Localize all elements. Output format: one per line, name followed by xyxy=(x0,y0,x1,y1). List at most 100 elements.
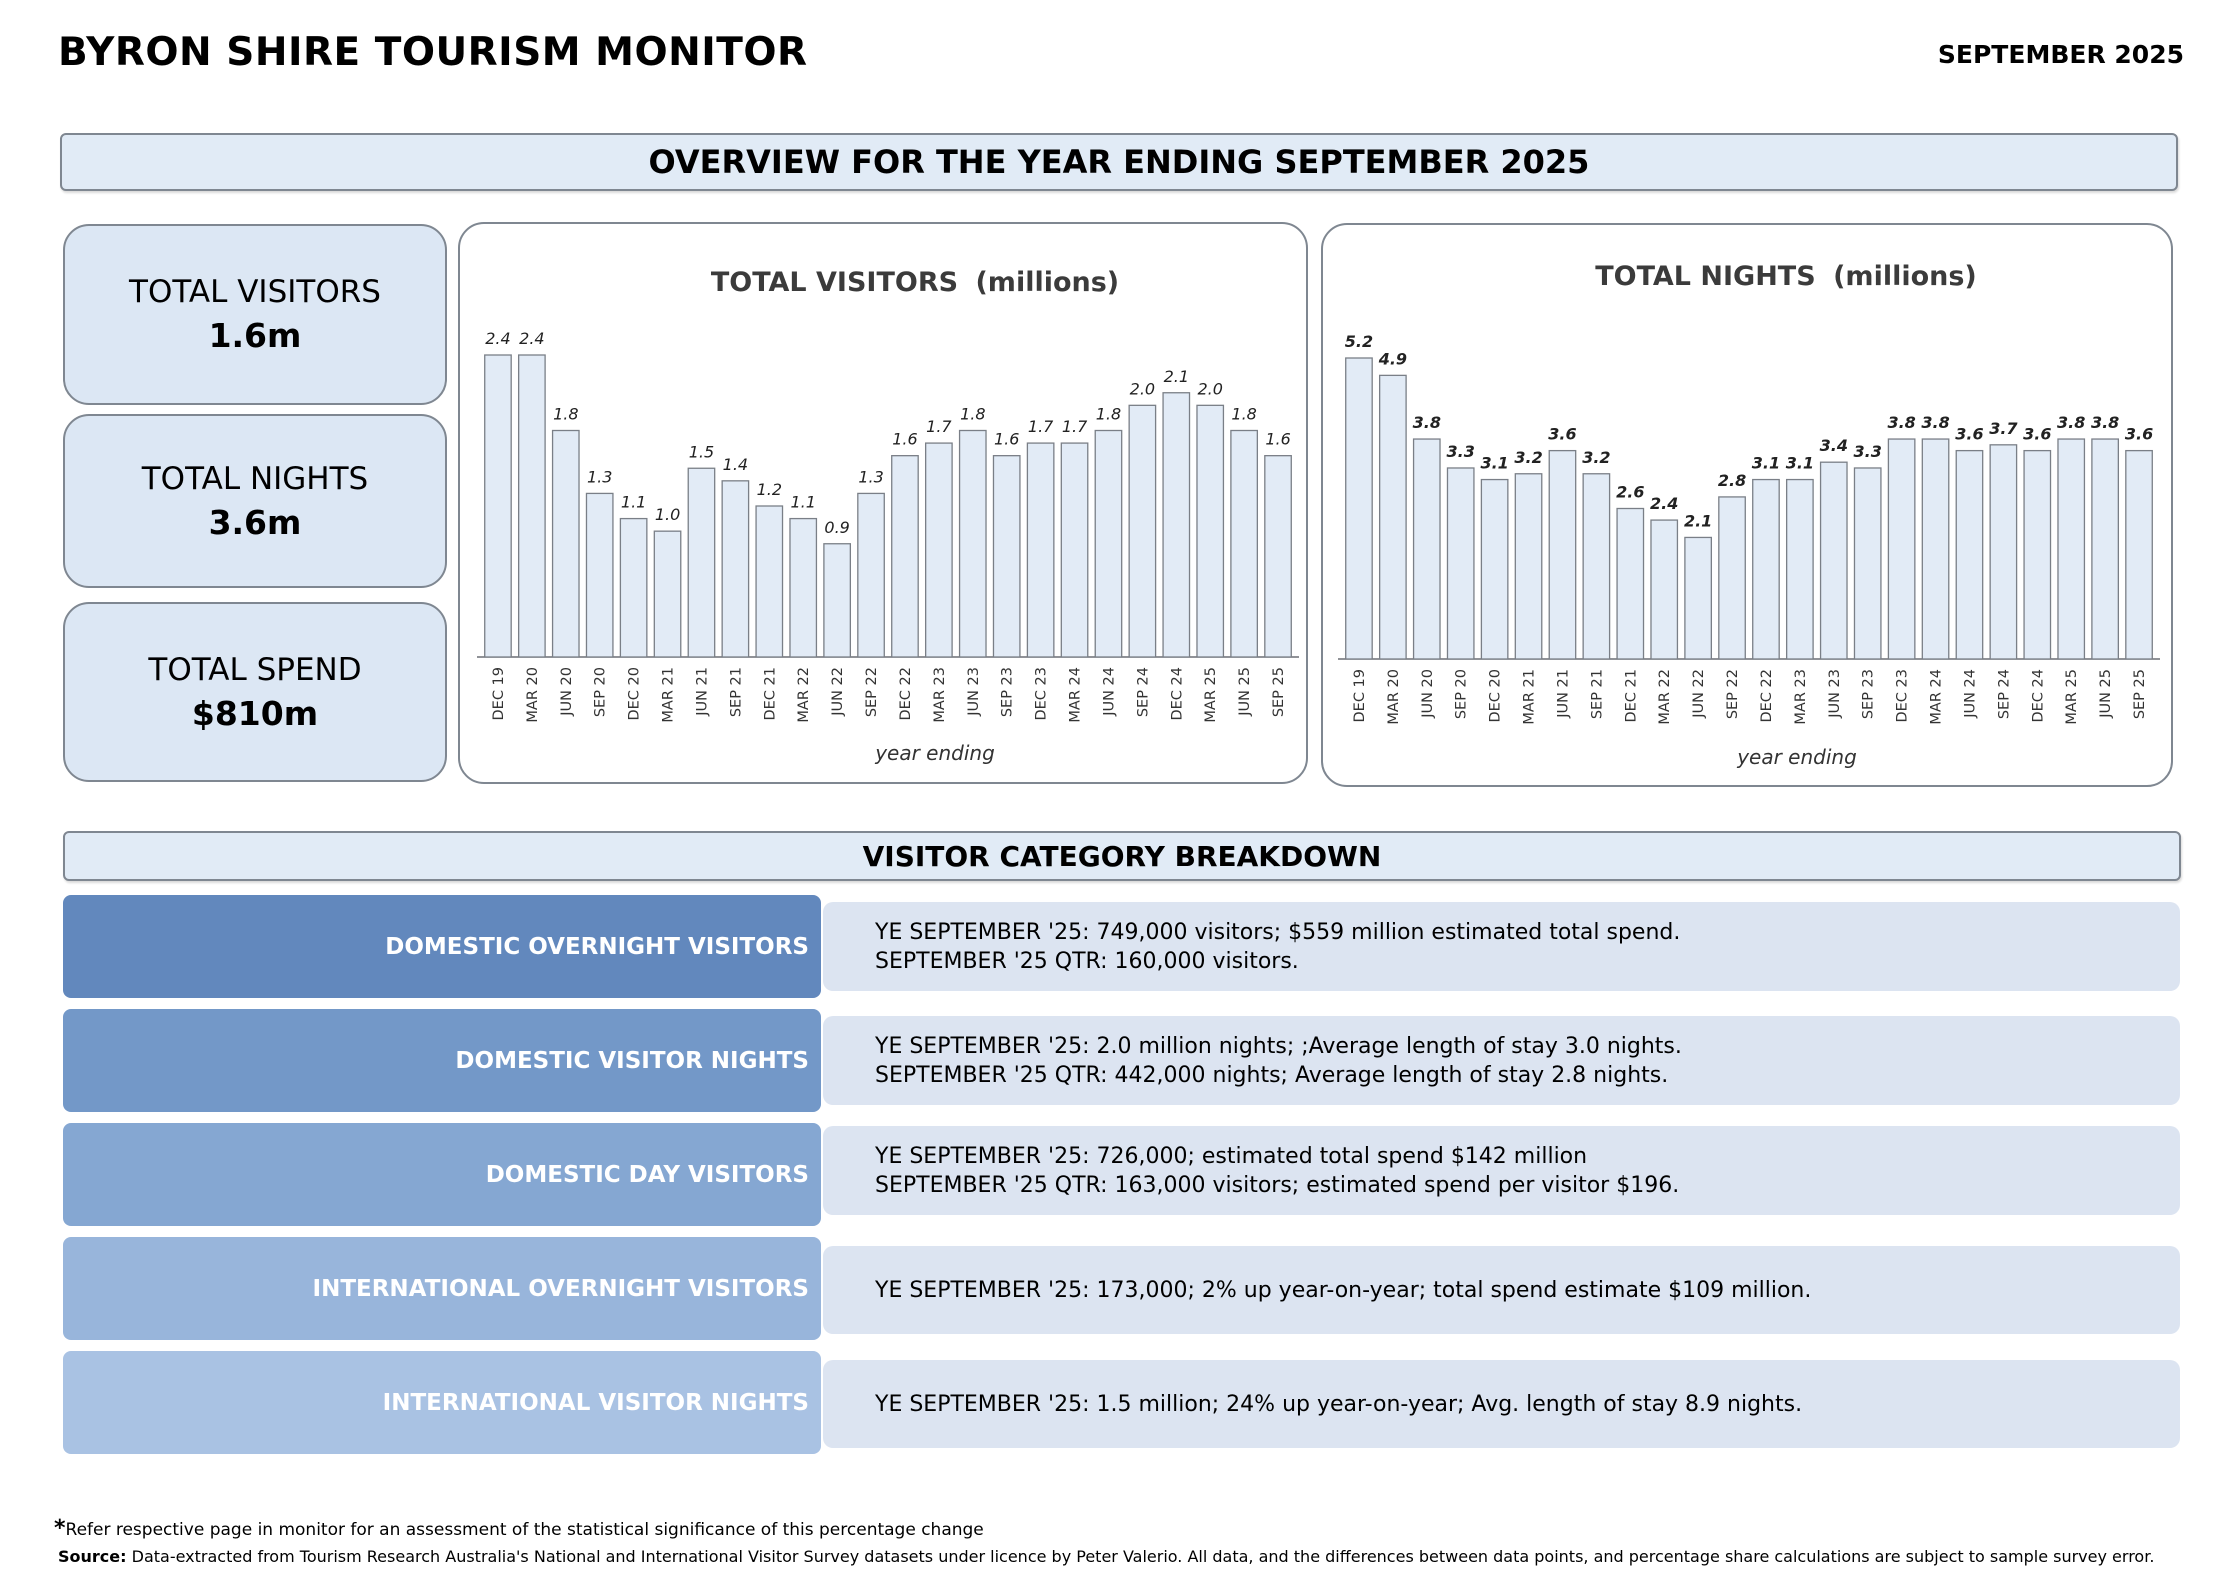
bar xyxy=(1752,478,1780,660)
x-tick-label: JUN 25 xyxy=(2098,669,2114,719)
x-tick-label: DEC 24 xyxy=(2030,669,2046,723)
data-label: 1.7 xyxy=(926,417,952,436)
x-tick-label: SEP 21 xyxy=(1589,669,1605,719)
x-tick-label: JUN 22 xyxy=(1691,669,1707,719)
x-tick-label: SEP 22 xyxy=(864,667,880,717)
bar xyxy=(1650,519,1679,660)
x-tick-label: DEC 23 xyxy=(1895,669,1911,723)
data-label: 2.0 xyxy=(1130,379,1155,398)
x-tick-label: JUN 24 xyxy=(1101,667,1117,717)
x-tick-label: JUN 21 xyxy=(1555,669,1571,719)
bar xyxy=(619,517,648,658)
total-nights-chart-panel: TOTAL NIGHTS (millions) year ending 5.2 D… xyxy=(1321,223,2173,787)
category-detail-line: YE SEPTEMBER '25: 1.5 million; 24% up ye… xyxy=(875,1391,1803,1417)
x-tick-label: MAR 22 xyxy=(1657,669,1673,725)
data-label: 3.8 xyxy=(2091,413,2119,432)
data-label: 3.6 xyxy=(2125,425,2153,444)
data-label: 1.8 xyxy=(553,405,578,424)
category-label-domestic-overnight: DOMESTIC OVERNIGHT VISITORS xyxy=(63,895,821,998)
data-label: 3.2 xyxy=(1582,448,1610,467)
bar xyxy=(891,455,919,658)
svg-text:TOTAL VISITORS (millions: TOTAL VISITORS (millions) xyxy=(711,267,1119,298)
x-tick-label: SEP 23 xyxy=(1861,669,1877,719)
x-tick-label: SEP 20 xyxy=(593,667,609,717)
chart-title: TOTAL VISITORS xyxy=(711,267,958,298)
category-detail-line: SEPTEMBER '25 QTR: 163,000 visitors; est… xyxy=(875,1172,1680,1198)
x-tick-label: DEC 22 xyxy=(1759,669,1775,723)
data-label: 1.6 xyxy=(1265,430,1290,449)
bar xyxy=(755,505,784,658)
x-tick-label: JUN 24 xyxy=(1962,669,1978,719)
x-tick-label: SEP 24 xyxy=(1135,667,1151,717)
bar xyxy=(1446,467,1475,660)
chart-title-unit: (millions) xyxy=(975,267,1119,298)
x-tick-label: JUN 20 xyxy=(559,667,575,717)
breakdown-banner: VISITOR CATEGORY BREAKDOWN xyxy=(63,831,2181,881)
data-label: 3.8 xyxy=(2057,413,2085,432)
kpi-card-total-visitors: TOTAL VISITORS 1.6m xyxy=(63,224,447,405)
data-label: 1.5 xyxy=(689,442,714,461)
x-tick-label: DEC 19 xyxy=(491,667,507,721)
total-visitors-chart-panel: TOTAL VISITORS (millions) year ending 2.… xyxy=(458,222,1308,784)
category-detail-international-nights: YE SEPTEMBER '25: 1.5 million; 24% up ye… xyxy=(823,1360,2180,1448)
x-tick-label: DEC 20 xyxy=(627,667,643,721)
category-detail-line: YE SEPTEMBER '25: 749,000 visitors; $559… xyxy=(875,919,1681,945)
category-detail-line: SEPTEMBER '25 QTR: 160,000 visitors. xyxy=(875,948,1299,974)
bar xyxy=(517,354,546,658)
source-note: Source: Data-extracted from Tourism Rese… xyxy=(58,1547,2154,1566)
bar xyxy=(1718,496,1746,660)
x-tick-label: MAR 23 xyxy=(1793,669,1809,725)
bar xyxy=(1582,473,1611,660)
footnote-star: * xyxy=(54,1516,66,1541)
bar xyxy=(1989,444,2018,660)
kpi-card-total-spend: TOTAL SPEND $810m xyxy=(63,602,447,782)
x-tick-label: JUN 23 xyxy=(966,667,982,717)
source-text: Data-extracted from Tourism Research Aus… xyxy=(131,1547,2155,1566)
data-label: 1.6 xyxy=(892,430,917,449)
bar xyxy=(958,429,987,658)
bar xyxy=(1853,467,1882,660)
category-detail-domestic-overnight: YE SEPTEMBER '25: 749,000 visitors; $559… xyxy=(823,902,2180,991)
x-tick-label: JUN 23 xyxy=(1827,669,1843,719)
category-detail-domestic-nights: YE SEPTEMBER '25: 2.0 million nights; ;A… xyxy=(823,1016,2180,1105)
x-tick-label: MAR 21 xyxy=(1522,669,1538,725)
total-nights-chart: TOTAL NIGHTS (millions) year ending 5.2 D… xyxy=(1338,261,2160,769)
data-label: 1.1 xyxy=(621,493,646,512)
x-tick-label: SEP 21 xyxy=(728,667,744,717)
x-tick-label: DEC 21 xyxy=(1623,669,1639,723)
kpi-value: $810m xyxy=(191,693,319,733)
category-label-international-overnight: INTERNATIONAL OVERNIGHT VISITORS xyxy=(63,1237,821,1340)
kpi-label: TOTAL SPEND xyxy=(148,651,362,688)
footnote: *Refer respective page in monitor for an… xyxy=(54,1516,984,1541)
data-label: 3.6 xyxy=(1548,425,1576,444)
data-label: 3.8 xyxy=(1887,413,1915,432)
x-tick-label: DEC 21 xyxy=(762,667,778,721)
data-label: 3.1 xyxy=(1480,454,1508,473)
category-detail-domestic-day: YE SEPTEMBER '25: 726,000; estimated tot… xyxy=(823,1126,2180,1215)
x-tick-label: MAR 20 xyxy=(525,667,541,723)
bar xyxy=(1480,478,1509,660)
data-label: 3.6 xyxy=(1955,425,1983,444)
bar xyxy=(1026,442,1055,658)
x-axis-label: year ending xyxy=(874,741,995,765)
kpi-card-total-nights: TOTAL NIGHTS 3.6m xyxy=(63,414,447,588)
data-label: 2.6 xyxy=(1616,483,1644,502)
bar xyxy=(585,492,614,658)
x-tick-label: DEC 19 xyxy=(1352,669,1368,723)
category-label-domestic-day: DOMESTIC DAY VISITORS xyxy=(63,1123,821,1226)
category-detail-line: YE SEPTEMBER '25: 2.0 million nights; ;A… xyxy=(875,1033,1682,1059)
kpi-value: 3.6m xyxy=(208,502,302,542)
chart-title: TOTAL NIGHTS xyxy=(1595,261,1815,292)
bar xyxy=(1412,438,1441,660)
x-tick-label: JUN 22 xyxy=(830,667,846,717)
bar xyxy=(484,354,512,658)
bar xyxy=(1955,449,1984,660)
data-label: 2.1 xyxy=(1684,511,1712,530)
data-label: 3.3 xyxy=(1854,442,1882,461)
x-tick-label: DEC 20 xyxy=(1488,669,1504,723)
x-tick-label: DEC 22 xyxy=(898,667,914,721)
x-tick-label: MAR 22 xyxy=(796,667,812,723)
x-tick-label: SEP 25 xyxy=(1271,667,1287,717)
bar xyxy=(1514,473,1543,660)
x-tick-label: SEP 20 xyxy=(1454,669,1470,719)
